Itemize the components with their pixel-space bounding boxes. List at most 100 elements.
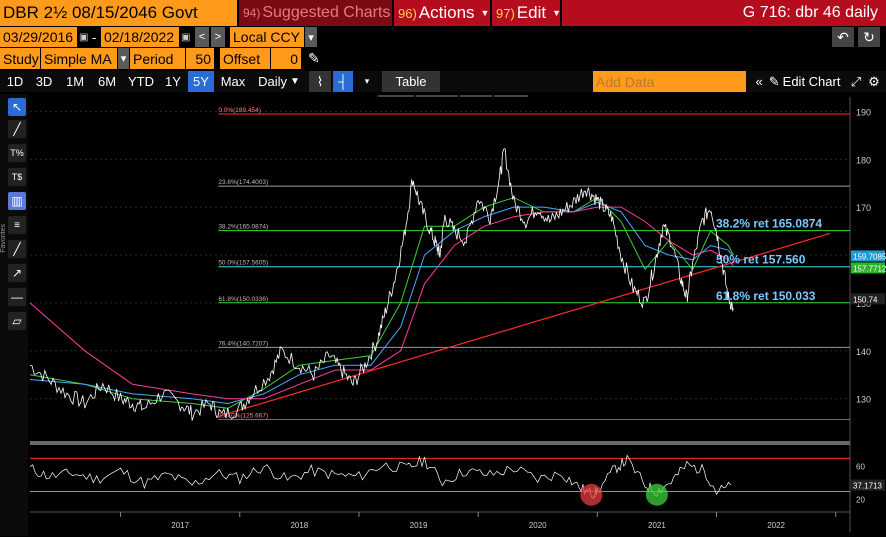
fib-annotation: 38.2% ret 165.0874 (716, 217, 822, 231)
drawing-toolbar: ↖ ╱ T% T$ ▥ ≡ ╱ ↗ — ▱ Favorites (0, 94, 28, 536)
oversold-marker-green (645, 483, 668, 506)
x-tick-label: 2022 (767, 521, 785, 530)
chart-title: G 716: dbr 46 daily (562, 0, 886, 26)
fibonacci-tool-icon[interactable]: ≡ (8, 216, 26, 234)
fib-level-label: 100.0%(125.667) (218, 412, 268, 419)
track-button[interactable]: Track (378, 95, 414, 108)
pointer-tool-icon[interactable]: ↖ (8, 98, 26, 116)
y-tick-label: 150 (856, 299, 871, 309)
fib-annotation: 50% ret 157.560 (716, 253, 806, 267)
y-tick-label: 140 (856, 347, 871, 357)
news-button[interactable]: News (460, 95, 492, 108)
currency-dropdown-icon[interactable]: ▾ (305, 27, 317, 47)
edit-chart-button[interactable]: « ✎ Edit Chart (750, 71, 846, 92)
suggested-charts-button[interactable]: 94) Suggested Charts (239, 0, 392, 26)
actions-label: Actions (418, 3, 475, 22)
hline-tool-icon[interactable]: — (8, 288, 26, 306)
settings-icon[interactable]: ⚙ (868, 73, 880, 89)
edit-num: 97) (496, 5, 515, 21)
dollar-tool-icon[interactable]: T$ (8, 168, 26, 186)
ma-line-blue (29, 201, 734, 405)
period-1y[interactable]: 1Y (165, 74, 181, 89)
x-tick-label: 2019 (410, 521, 428, 530)
percent-tool-icon[interactable]: T% (8, 144, 26, 162)
panel-divider (30, 441, 850, 445)
rsi-tick-label: 20 (856, 496, 865, 505)
end-calendar-icon[interactable]: ▣ (181, 31, 191, 43)
edit-chart-label: Edit Chart (782, 74, 841, 89)
ma-value-tag-blue: 159.7085 (853, 252, 886, 261)
edit-label: Edit (516, 3, 547, 22)
plot-area (30, 97, 850, 437)
ma-value-tag-blue-bg (851, 250, 885, 262)
next-range-button[interactable]: > (211, 27, 225, 47)
edit-chart-pencil-icon: ✎ (768, 73, 780, 89)
edit-button[interactable]: 97) Edit ▼ (492, 0, 562, 26)
collapse-icon: « (755, 74, 763, 89)
favorites-label: Favorites (0, 224, 7, 253)
period-1m[interactable]: 1M (65, 74, 85, 89)
period-3d[interactable]: 3D (35, 74, 53, 89)
annotate-button[interactable]: Annotate (416, 95, 458, 108)
table-button[interactable]: Table (382, 71, 440, 92)
y-tick-label: 190 (856, 107, 871, 117)
chart-type-dropdown-icon[interactable]: ▾ (364, 76, 370, 86)
rsi-tick-label: 60 (856, 463, 865, 472)
fib-level-label: 0.0%(189.454) (218, 107, 261, 114)
start-calendar-icon[interactable]: ▣ (79, 31, 89, 43)
add-data-input[interactable]: Add Data (593, 71, 746, 92)
rsi-line (29, 454, 732, 500)
arrow-tool-icon[interactable]: ↗ (8, 264, 26, 282)
trendline (218, 232, 830, 417)
price-line (29, 148, 734, 421)
prev-range-button[interactable]: < (195, 27, 209, 47)
bar-chart-icon[interactable]: ┤ (333, 71, 353, 92)
line-chart-icon[interactable]: ⌇ (309, 71, 331, 92)
last-price-tag: 150.74 (853, 295, 878, 304)
actions-num: 96) (398, 5, 417, 21)
x-tick-label: 2020 (529, 521, 547, 530)
y-tick-label: 130 (856, 395, 871, 405)
currency-select[interactable]: Local CCY (230, 27, 304, 47)
frequency-label: Daily (258, 74, 287, 89)
rsi-last-tag-bg (851, 479, 885, 491)
period-label: Period (130, 48, 185, 69)
rsi-tick-label: 40 (856, 479, 865, 488)
actions-caret-icon: ▼ (480, 8, 490, 18)
period-ytd[interactable]: YTD (128, 74, 154, 89)
period-5y[interactable]: 5Y (188, 71, 214, 92)
suggested-num: 94) (243, 6, 261, 20)
study-dropdown-icon[interactable]: ▾ (118, 48, 129, 69)
undo-icon[interactable]: ↶ (832, 27, 854, 47)
resize-icon[interactable]: ⤢ (850, 73, 862, 89)
security-title[interactable]: DBR 2½ 08/15/2046 Govt (0, 0, 237, 26)
date-bar: 03/29/2016 ▣ - 02/18/2022 ▣ < > Local CC… (0, 27, 886, 47)
ma-line-magenta (29, 206, 734, 400)
ma-value-tag-green-bg (851, 262, 885, 274)
y-tick-label: 160 (856, 251, 871, 261)
period-input[interactable]: 50 (186, 48, 214, 69)
line-tool-icon[interactable]: ╱ (8, 120, 26, 138)
period-6m[interactable]: 6M (97, 74, 117, 89)
fib-level-label: 50.0%(157.5605) (218, 260, 268, 267)
date-separator: - (92, 29, 97, 45)
refresh-icon[interactable]: ↻ (858, 27, 880, 47)
study-select[interactable]: Simple MA (41, 48, 117, 69)
zoom-button[interactable]: Zoom (494, 95, 528, 108)
fib-level-label: 76.4%(140.7207) (218, 340, 268, 347)
reset-button[interactable]: Reset (494, 110, 528, 123)
period-bar: 1D 3D 1M 6M YTD 1Y 5Y Max Daily ▼ ⌇ ┤ ▾ … (0, 71, 886, 92)
actions-button[interactable]: 96) Actions ▼ (394, 0, 490, 26)
rectangle-tool-icon[interactable]: ▱ (8, 312, 26, 330)
period-max[interactable]: Max (220, 74, 246, 89)
start-date-input[interactable]: 03/29/2016 (0, 27, 77, 47)
edit-caret-icon: ▼ (552, 8, 562, 18)
pencil-icon[interactable]: ✎ (308, 50, 320, 66)
end-date-input[interactable]: 02/18/2022 (101, 27, 179, 47)
x-tick-label: 2018 (290, 521, 308, 530)
channel-tool-icon[interactable]: ▥ (8, 192, 26, 210)
offset-input[interactable]: 0 (271, 48, 301, 69)
period-1d[interactable]: 1D (6, 74, 24, 89)
frequency-select[interactable]: Daily ▼ (252, 71, 306, 92)
ray-tool-icon[interactable]: ╱ (8, 240, 26, 258)
